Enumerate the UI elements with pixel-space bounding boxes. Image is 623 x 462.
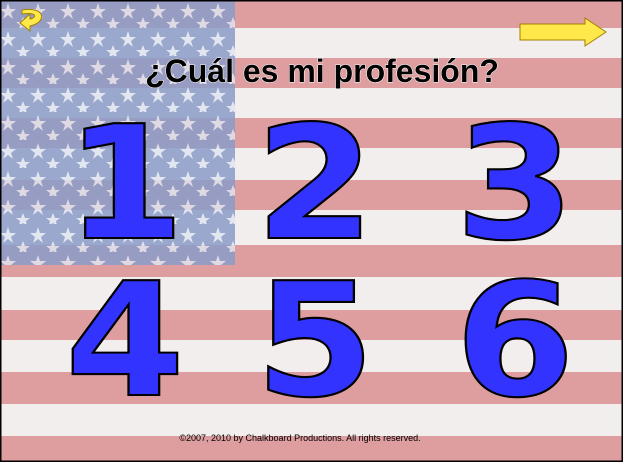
number-choice[interactable]: 4 bbox=[65, 249, 185, 432]
title: ¿Cuál es mi profesión? bbox=[145, 53, 499, 89]
number-choice[interactable]: 6 bbox=[455, 249, 575, 432]
number-choice[interactable]: 1 bbox=[65, 92, 185, 275]
copyright: ©2007, 2010 by Chalkboard Productions. A… bbox=[179, 433, 420, 443]
number-choice[interactable]: 2 bbox=[255, 92, 375, 275]
slide: ¿Cuál es mi profesión? 123 456 ©2007, 201… bbox=[0, 0, 623, 462]
number-choice[interactable]: 5 bbox=[255, 249, 375, 432]
page: ¿Cuál es mi profesión? 123 456 ©2007, 201… bbox=[0, 0, 623, 462]
number-choice[interactable]: 3 bbox=[455, 92, 575, 275]
